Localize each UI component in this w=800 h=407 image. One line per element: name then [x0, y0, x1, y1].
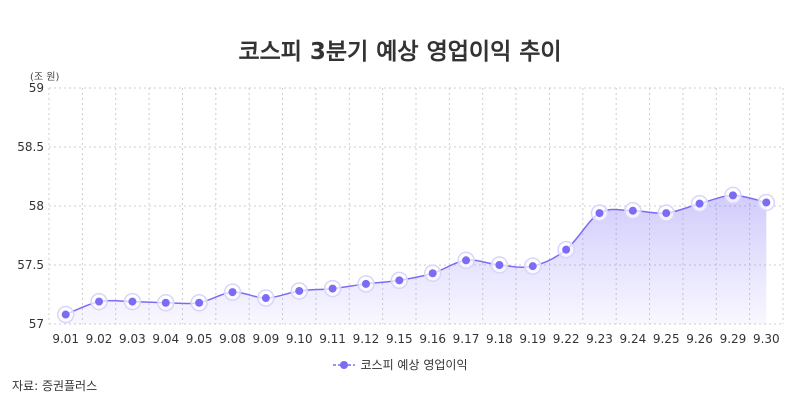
data-point — [428, 269, 437, 278]
data-point — [762, 198, 771, 207]
data-point — [628, 206, 637, 215]
x-tick-label: 9.08 — [219, 332, 246, 346]
x-tick-label: 9.29 — [720, 332, 747, 346]
data-point — [228, 288, 237, 297]
data-point — [61, 310, 70, 319]
data-point — [495, 261, 504, 269]
data-point — [462, 256, 471, 265]
x-tick-label: 9.12 — [353, 332, 380, 346]
y-tick-label: 59 — [29, 81, 44, 95]
series-line — [65, 194, 767, 316]
data-point — [562, 245, 571, 254]
area-fill — [65, 195, 767, 324]
x-tick-label: 9.24 — [620, 332, 647, 346]
data-point — [328, 284, 337, 293]
x-tick-label: 9.23 — [586, 332, 613, 346]
x-tick-label: 9.05 — [186, 332, 213, 346]
y-tick-label: 57.5 — [17, 258, 44, 272]
y-axis-unit: (조 원) — [30, 72, 60, 83]
y-tick-label: 58 — [29, 199, 44, 213]
data-point — [128, 297, 137, 306]
x-tick-label: 9.10 — [286, 332, 313, 346]
x-tick-label: 9.22 — [553, 332, 580, 346]
x-tick-label: 9.03 — [119, 332, 146, 346]
data-point — [528, 262, 537, 271]
x-tick-label: 9.25 — [653, 332, 680, 346]
x-tick-label: 9.04 — [152, 332, 179, 346]
data-point — [95, 297, 104, 306]
data-point — [261, 294, 270, 303]
x-tick-label: 9.26 — [686, 332, 713, 346]
x-tick-label: 9.02 — [86, 332, 113, 346]
y-tick-label: 57 — [29, 317, 44, 331]
data-point — [595, 209, 604, 218]
chart-title: 코스피 3분기 예상 영업이익 추이 — [238, 39, 562, 65]
x-tick-label: 9.19 — [519, 332, 546, 346]
data-point — [695, 199, 704, 208]
x-tick-label: 9.18 — [486, 332, 513, 346]
data-point — [361, 279, 370, 288]
x-tick-label: 9.01 — [52, 332, 79, 346]
x-tick-label: 9.16 — [419, 332, 446, 346]
y-tick-label: 58.5 — [17, 140, 44, 154]
legend-marker-icon — [332, 360, 355, 369]
legend-label: 코스피 예상 영업이익 — [360, 358, 468, 372]
data-point — [662, 209, 671, 218]
x-tick-label: 9.09 — [253, 332, 280, 346]
data-point — [295, 286, 304, 295]
data-point — [395, 276, 404, 285]
x-tick-label: 9.17 — [453, 332, 480, 346]
legend[interactable]: 코스피 예상 영업이익 — [0, 356, 800, 373]
data-point — [161, 298, 170, 307]
x-tick-label: 9.15 — [386, 332, 413, 346]
x-tick-label: 9.30 — [753, 332, 780, 346]
data-point — [728, 191, 737, 200]
x-tick-label: 9.11 — [319, 332, 346, 346]
source-note: 자료: 증권플러스 — [12, 379, 98, 393]
data-point — [195, 298, 204, 307]
